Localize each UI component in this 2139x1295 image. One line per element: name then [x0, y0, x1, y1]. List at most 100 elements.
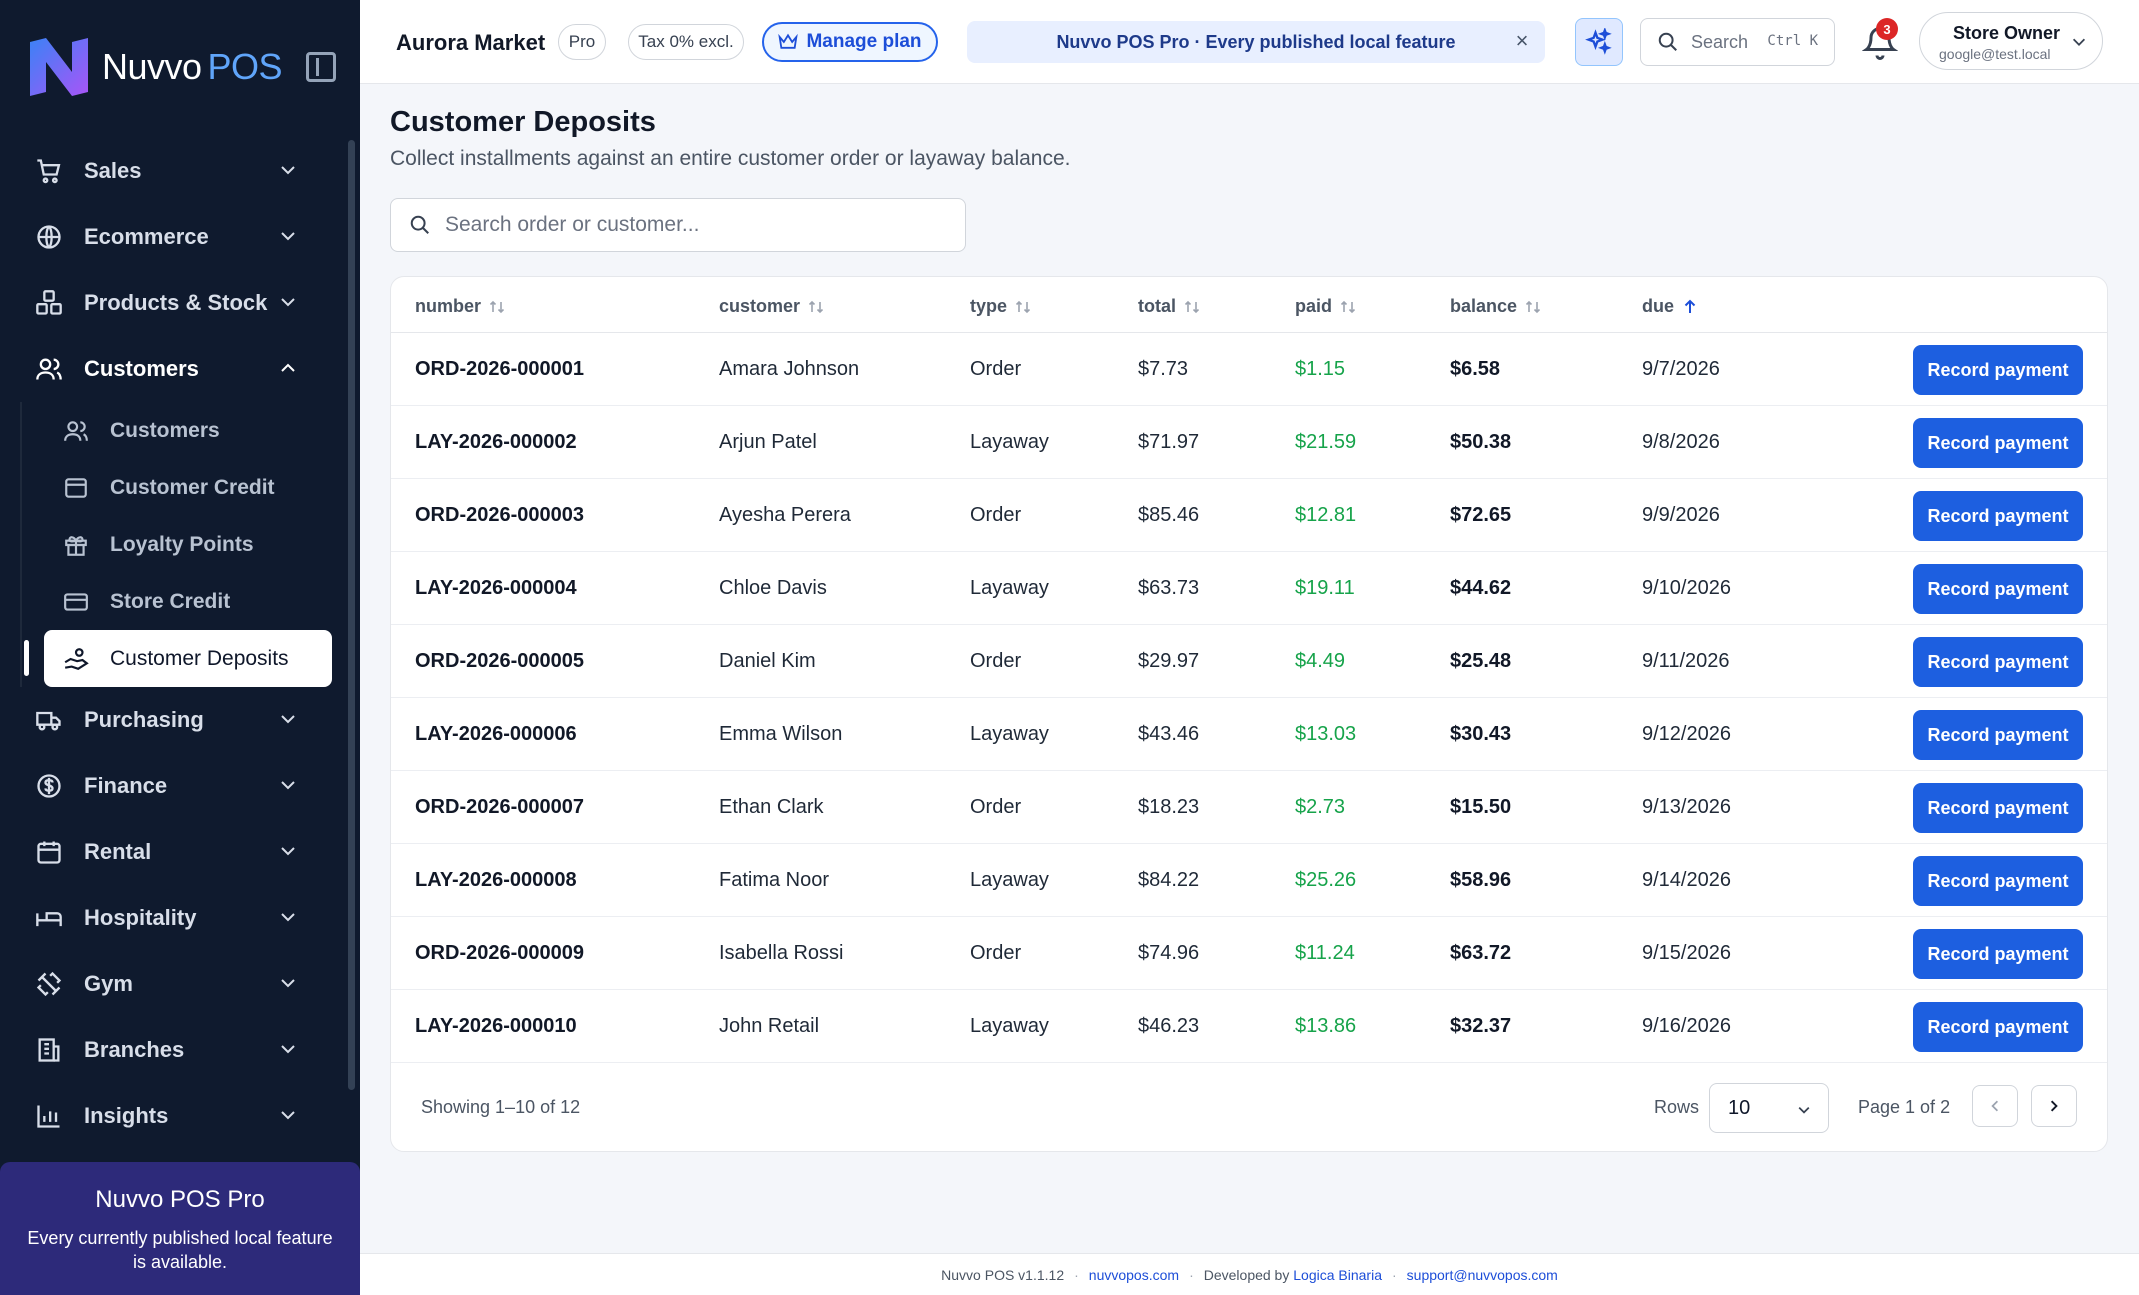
column-header-type[interactable]: type	[970, 296, 1031, 317]
rows-per-page-select[interactable]: 10	[1709, 1083, 1829, 1133]
crown-icon	[778, 33, 799, 49]
column-header-number[interactable]: number	[415, 296, 505, 317]
sidebar-collapse-icon[interactable]	[306, 52, 336, 82]
support-email-link[interactable]: support@nuvvopos.com	[1406, 1266, 1558, 1283]
chevron-up-icon	[281, 363, 295, 372]
cell-total: $74.96	[1138, 942, 1200, 964]
sidebar-scrollbar[interactable]	[348, 140, 355, 1090]
ai-assistant-button[interactable]	[1575, 18, 1623, 66]
sidebar-subitem-customers[interactable]: Customers	[44, 402, 350, 459]
globe-icon	[34, 222, 64, 252]
store-name[interactable]: Aurora Market	[396, 30, 546, 55]
sidebar-item-ecommerce[interactable]: Ecommerce	[0, 204, 350, 270]
developer-link[interactable]: Logica Binaria	[1293, 1266, 1382, 1283]
column-header-due[interactable]: due	[1642, 296, 1698, 317]
hand-coins-icon	[62, 645, 90, 673]
global-search[interactable]: Search Ctrl K	[1640, 18, 1835, 66]
record-payment-button[interactable]: Record payment	[1913, 929, 2083, 979]
record-payment-button[interactable]: Record payment	[1913, 856, 2083, 906]
sidebar-item-finance[interactable]: Finance	[0, 753, 350, 819]
cell-due: 9/10/2026	[1642, 577, 1731, 599]
cell-due: 9/9/2026	[1642, 504, 1720, 526]
cell-type: Layaway	[970, 723, 1049, 745]
sidebar-subitem-label: Store Credit	[110, 589, 231, 613]
record-payment-button[interactable]: Record payment	[1913, 637, 2083, 687]
sidebar-item-label: Products & Stock	[84, 290, 268, 315]
cell-paid: $13.86	[1295, 1015, 1357, 1037]
column-header-customer[interactable]: customer	[719, 296, 824, 317]
record-payment-button[interactable]: Record payment	[1913, 783, 2083, 833]
rows-per-page-value: 10	[1728, 1096, 1751, 1119]
record-payment-button[interactable]: Record payment	[1913, 564, 2083, 614]
manage-plan-button[interactable]: Manage plan	[762, 22, 938, 62]
wallet-icon	[62, 474, 90, 502]
cell-paid: $2.73	[1295, 796, 1346, 818]
credit-card-icon	[62, 588, 90, 616]
chart-icon	[34, 1101, 64, 1131]
boxes-icon	[34, 288, 64, 318]
record-payment-button[interactable]: Record payment	[1913, 710, 2083, 760]
gift-icon	[62, 531, 90, 559]
sidebar-item-label: Purchasing	[84, 707, 204, 732]
record-payment-button[interactable]: Record payment	[1913, 1002, 2083, 1052]
cell-customer: Fatima Noor	[719, 869, 830, 891]
table-row: LAY-2026-000006 Emma Wilson Layaway $43.46 $…	[391, 698, 2107, 771]
promo-description: Every currently published local feature …	[27, 1228, 333, 1272]
chevron-down-icon	[281, 298, 295, 307]
website-link[interactable]: nuvvopos.com	[1088, 1266, 1180, 1283]
cell-balance: $32.37	[1450, 1015, 1512, 1037]
sidebar-subitem-customer-deposits[interactable]: Customer Deposits	[24, 630, 332, 687]
cell-paid: $19.11	[1295, 577, 1355, 599]
user-menu[interactable]: Store Owner google@test.local	[1919, 12, 2103, 70]
cell-total: $63.73	[1138, 577, 1200, 599]
sidebar-item-branches[interactable]: Branches	[0, 1017, 350, 1083]
record-payment-button[interactable]: Record payment	[1913, 418, 2083, 468]
sort-ascending-icon	[1684, 299, 1696, 313]
cell-due: 9/11/2026	[1642, 650, 1730, 672]
brand-logo[interactable]: Nuvvo POS	[26, 30, 336, 104]
sidebar-item-products-stock[interactable]: Products & Stock	[0, 270, 350, 336]
chevron-down-icon	[281, 232, 295, 241]
sidebar-item-rental[interactable]: Rental	[0, 819, 350, 885]
prev-page-button[interactable]	[1972, 1085, 2018, 1127]
sidebar-subitem-label: Customer Deposits	[110, 646, 289, 670]
next-page-button[interactable]	[2031, 1085, 2077, 1127]
column-header-paid[interactable]: paid	[1295, 296, 1356, 317]
cell-total: $85.46	[1138, 504, 1200, 526]
sidebar-subitem-customer-credit[interactable]: Customer Credit	[44, 459, 350, 516]
bed-icon	[34, 903, 64, 933]
search-label: Search	[1691, 31, 1749, 52]
sidebar-subitem-label: Loyalty Points	[110, 532, 254, 556]
chevron-down-icon	[281, 715, 295, 724]
column-header-balance[interactable]: balance	[1450, 296, 1541, 317]
cell-balance: $30.43	[1450, 723, 1512, 745]
search-input[interactable]	[445, 213, 925, 237]
cell-type: Order	[970, 650, 1022, 672]
sidebar-item-purchasing[interactable]: Purchasing	[0, 687, 350, 753]
column-header-total[interactable]: total	[1138, 296, 1200, 317]
chevron-down-icon	[281, 1045, 295, 1054]
cell-total: $71.97	[1138, 431, 1200, 453]
sidebar-item-label: Rental	[84, 839, 152, 864]
sidebar-item-insights[interactable]: Insights	[0, 1083, 350, 1149]
sidebar-item-sales[interactable]: Sales	[0, 138, 350, 204]
sidebar-item-customers[interactable]: Customers	[0, 336, 350, 402]
manage-plan-label: Manage plan	[806, 31, 922, 52]
sidebar-subitem-store-credit[interactable]: Store Credit	[44, 573, 350, 630]
calendar-icon	[34, 837, 64, 867]
cell-due: 9/7/2026	[1642, 358, 1720, 380]
sidebar: Nuvvo POS Sales Ecommerce Products & Stoc…	[0, 0, 360, 1295]
users-icon	[62, 417, 90, 445]
cell-balance: $72.65	[1450, 504, 1512, 526]
cell-number: LAY-2026-000008	[415, 869, 577, 891]
search-shortcut: Ctrl K	[1767, 33, 1818, 49]
sidebar-item-gym[interactable]: Gym	[0, 951, 350, 1017]
cell-number: ORD-2026-000003	[415, 504, 584, 526]
record-payment-button[interactable]: Record payment	[1913, 491, 2083, 541]
close-icon[interactable]: ×	[1515, 28, 1529, 53]
sidebar-item-hospitality[interactable]: Hospitality	[0, 885, 350, 951]
search-icon	[410, 215, 429, 234]
record-payment-button[interactable]: Record payment	[1913, 345, 2083, 395]
sidebar-subitem-loyalty-points[interactable]: Loyalty Points	[44, 516, 350, 573]
sort-icon	[1525, 300, 1541, 313]
